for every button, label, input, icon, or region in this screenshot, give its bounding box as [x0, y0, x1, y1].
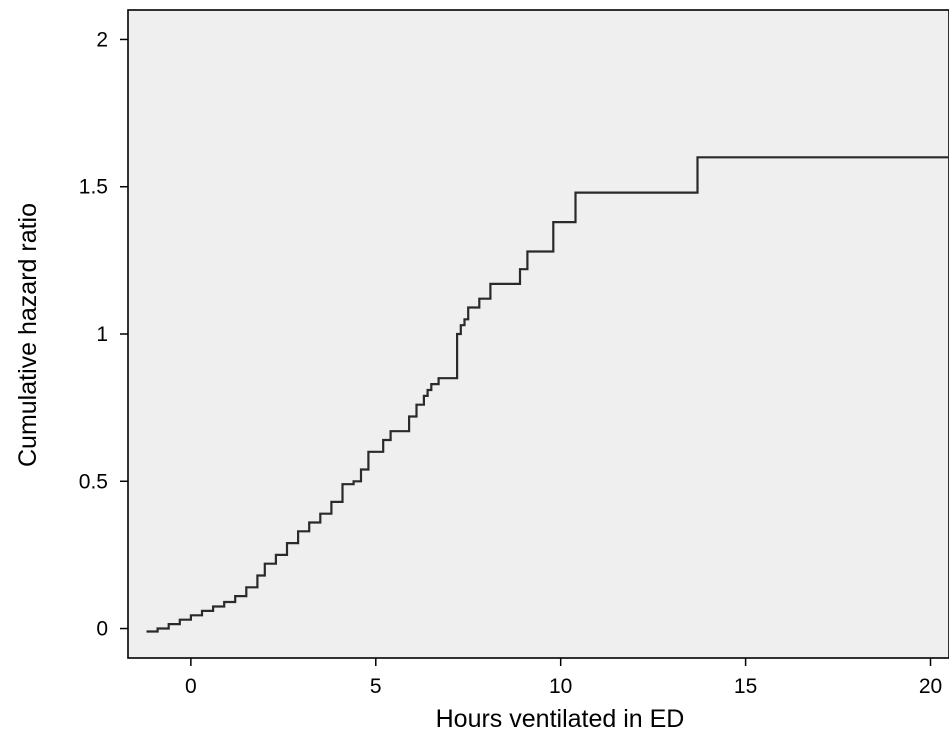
y-tick-label: 1.5 [79, 176, 108, 199]
x-tick-label: 20 [919, 675, 942, 698]
x-axis-title: Hours ventilated in ED [436, 705, 685, 733]
x-tick-label: 0 [185, 675, 197, 698]
x-tick-label: 10 [549, 675, 572, 698]
y-tick-label: 0 [96, 618, 108, 641]
hazard-step-line [146, 156, 949, 633]
y-axis-title: Cumulative hazard ratio [14, 203, 42, 467]
plot-area [127, 9, 949, 659]
x-tick-label: 5 [370, 675, 382, 698]
axis-ticks: 0 5 10 15 20 0 0.5 1 1.5 2 [79, 28, 942, 698]
y-tick-label: 1 [96, 323, 108, 346]
y-tick-label: 2 [96, 28, 108, 51]
y-tick-label: 0.5 [79, 470, 108, 493]
x-tick-label: 15 [734, 675, 757, 698]
